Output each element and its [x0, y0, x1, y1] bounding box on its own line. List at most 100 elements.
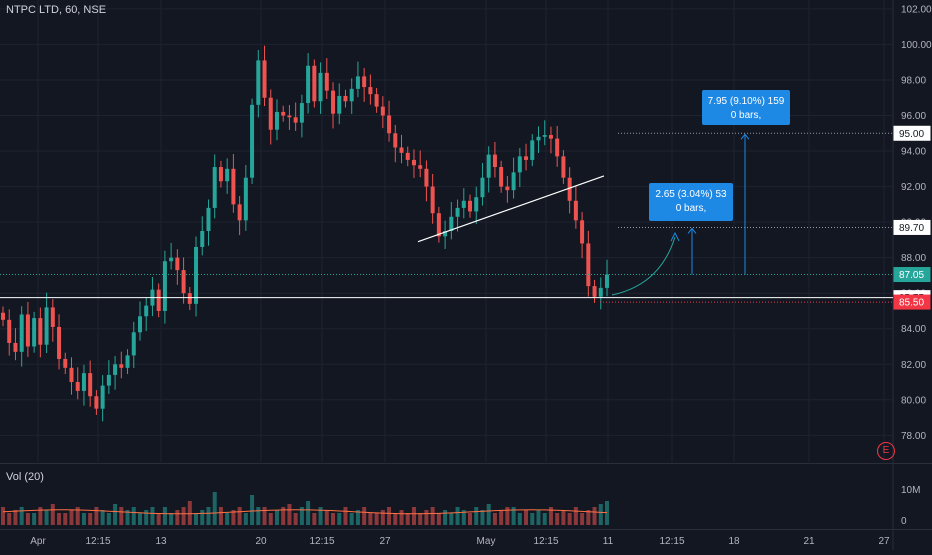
candle-body[interactable]: [411, 159, 416, 166]
candle-body[interactable]: [468, 200, 473, 212]
candle-body[interactable]: [424, 168, 429, 187]
price-tag[interactable]: [893, 125, 931, 141]
candle-body[interactable]: [474, 197, 479, 212]
candle-body[interactable]: [349, 88, 354, 102]
candle-body[interactable]: [94, 396, 99, 409]
candle-body[interactable]: [262, 60, 267, 98]
candle-body[interactable]: [418, 165, 423, 169]
candle-body[interactable]: [443, 231, 448, 237]
candle-body[interactable]: [137, 316, 142, 333]
candle-body[interactable]: [567, 177, 572, 201]
candle-body[interactable]: [113, 364, 118, 375]
candle-body[interactable]: [187, 293, 192, 304]
candle-body[interactable]: [75, 382, 80, 391]
candle-body[interactable]: [436, 213, 441, 237]
candle-body[interactable]: [480, 177, 485, 198]
candle-body[interactable]: [144, 305, 149, 317]
candle-body[interactable]: [38, 318, 43, 345]
candle-body[interactable]: [337, 95, 342, 114]
candle-body[interactable]: [125, 355, 130, 368]
candle-body[interactable]: [573, 200, 578, 221]
candle-body[interactable]: [169, 257, 174, 262]
candle-body[interactable]: [461, 200, 466, 208]
measure-label-box[interactable]: [702, 90, 790, 125]
candle-body[interactable]: [586, 243, 591, 287]
candle-body[interactable]: [237, 204, 242, 221]
candle-body[interactable]: [387, 115, 392, 134]
candle-body[interactable]: [250, 104, 255, 178]
candle-body[interactable]: [293, 117, 298, 123]
candle-body[interactable]: [548, 135, 553, 139]
candle-body[interactable]: [231, 168, 236, 205]
candle-body[interactable]: [32, 318, 37, 347]
candle-body[interactable]: [318, 72, 323, 102]
candle-body[interactable]: [555, 138, 560, 157]
candle-body[interactable]: [13, 342, 18, 352]
candle-body[interactable]: [287, 115, 292, 118]
candle-body[interactable]: [106, 374, 111, 386]
candle-body[interactable]: [605, 274, 609, 288]
candle-body[interactable]: [492, 154, 497, 168]
candle-body[interactable]: [355, 76, 360, 89]
candle-body[interactable]: [511, 172, 516, 191]
candle-body[interactable]: [281, 111, 286, 116]
candle-body[interactable]: [455, 207, 460, 217]
candle-body[interactable]: [517, 156, 522, 173]
candle-body[interactable]: [405, 152, 410, 160]
candle-body[interactable]: [69, 367, 74, 383]
candle-body[interactable]: [374, 94, 379, 107]
price-tag[interactable]: [893, 219, 931, 235]
candle-body[interactable]: [306, 65, 311, 104]
candle-body[interactable]: [299, 103, 304, 123]
candle-body[interactable]: [368, 87, 373, 95]
candle-body[interactable]: [274, 111, 279, 130]
candle-body[interactable]: [100, 385, 105, 409]
candle-body[interactable]: [393, 133, 398, 148]
candle-body[interactable]: [156, 289, 161, 311]
candle-body[interactable]: [162, 261, 167, 311]
candle-body[interactable]: [561, 156, 566, 178]
candle-body[interactable]: [88, 373, 93, 397]
candle-body[interactable]: [225, 168, 230, 182]
earnings-badge-icon[interactable]: E: [877, 442, 895, 460]
candle-body[interactable]: [81, 373, 86, 391]
candle-body[interactable]: [542, 135, 547, 137]
candle-body[interactable]: [592, 286, 597, 297]
candle-body[interactable]: [449, 216, 454, 231]
trendline[interactable]: [417, 175, 605, 243]
candle-body[interactable]: [343, 95, 348, 102]
candle-body[interactable]: [362, 76, 367, 88]
candle-body[interactable]: [57, 326, 62, 359]
candle-body[interactable]: [530, 140, 535, 160]
candle-body[interactable]: [212, 167, 217, 208]
candle-body[interactable]: [256, 60, 261, 105]
candle-body[interactable]: [25, 314, 30, 347]
candle-body[interactable]: [430, 186, 435, 214]
candle-body[interactable]: [206, 207, 211, 231]
candle-body[interactable]: [268, 97, 273, 130]
candle-body[interactable]: [499, 167, 504, 187]
candle-body[interactable]: [380, 106, 385, 116]
candle-body[interactable]: [324, 72, 329, 91]
candle-body[interactable]: [399, 147, 404, 153]
candle-body[interactable]: [331, 90, 336, 114]
candle-body[interactable]: [194, 246, 199, 304]
candle-body[interactable]: [486, 154, 491, 178]
measure-label-box[interactable]: [649, 183, 733, 221]
candle-body[interactable]: [536, 136, 541, 141]
candle-body[interactable]: [44, 307, 49, 345]
candle-body[interactable]: [243, 177, 248, 221]
candle-body[interactable]: [580, 220, 585, 244]
candle-body[interactable]: [505, 186, 510, 191]
candle-body[interactable]: [7, 319, 12, 343]
candle-body[interactable]: [218, 167, 223, 182]
candle-body[interactable]: [131, 332, 136, 356]
candle-body[interactable]: [19, 314, 24, 352]
candle-body[interactable]: [598, 287, 603, 297]
candle-body[interactable]: [312, 65, 317, 102]
candle-body[interactable]: [50, 307, 55, 327]
candle-body[interactable]: [181, 270, 186, 294]
candle-body[interactable]: [119, 364, 124, 368]
